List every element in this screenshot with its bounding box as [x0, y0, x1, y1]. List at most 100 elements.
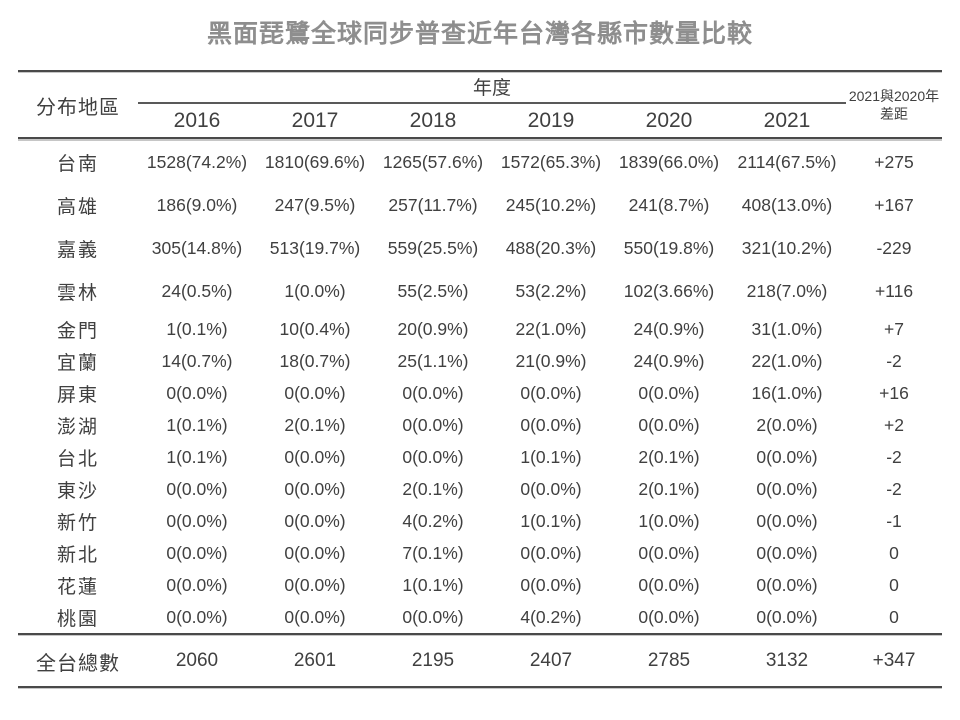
- region-label: 新竹: [56, 512, 99, 534]
- body-footer-divider: [18, 633, 942, 636]
- count-value: 1528(74.2%): [146, 152, 248, 172]
- diff-value: +167: [874, 195, 914, 215]
- total-count-value: 2601: [293, 650, 337, 671]
- count-value: 0(0.0%): [284, 478, 346, 499]
- count-value: 0(0.0%): [638, 606, 700, 627]
- count-value: 1(0.0%): [638, 510, 700, 531]
- region-label: 澎湖: [56, 416, 99, 438]
- count-value: 257(11.7%): [388, 195, 478, 215]
- region-label: 高雄: [56, 197, 99, 218]
- count-value: 1(0.1%): [520, 446, 582, 467]
- count-value: 0(0.0%): [638, 414, 700, 435]
- table-row: 澎湖 1(0.1%) 2(0.1%) 0(0.0%) 0(0.0%) 0(0.0%) 2(0…: [18, 409, 942, 441]
- table-row: 屏東 0(0.0%) 0(0.0%) 0(0.0%) 0(0.0%) 0(0.0%) 16(…: [18, 377, 942, 409]
- count-value: 2(0.1%): [402, 478, 464, 499]
- count-value: 559(25.5%): [387, 238, 479, 258]
- diff-value: +2: [884, 414, 904, 435]
- region-label: 花蓮: [56, 576, 99, 598]
- table-row: 桃園 0(0.0%) 0(0.0%) 0(0.0%) 4(0.2%) 0(0.0%) 0(0…: [18, 601, 942, 633]
- count-value: 0(0.0%): [520, 414, 582, 435]
- table-bottom-divider: [18, 686, 942, 689]
- total-count-value: 2407: [529, 650, 573, 671]
- count-value: 0(0.0%): [402, 382, 464, 403]
- count-value: 21(0.9%): [515, 350, 587, 371]
- count-value: 0(0.0%): [402, 414, 464, 435]
- diff-value: -2: [886, 446, 902, 467]
- total-count-value: 2785: [647, 650, 691, 671]
- diff-value: 0: [889, 606, 899, 627]
- count-value: 0(0.0%): [756, 510, 818, 531]
- diff-value: -2: [886, 350, 902, 371]
- count-value: 0(0.0%): [166, 382, 228, 403]
- count-value: 2(0.1%): [284, 414, 346, 435]
- year-label: 2019: [527, 108, 575, 132]
- year-group-label: 年度: [472, 78, 511, 99]
- count-value: 0(0.0%): [284, 542, 346, 563]
- count-value: 0(0.0%): [756, 446, 818, 467]
- diff-value: +275: [874, 152, 914, 172]
- year-label: 2018: [409, 108, 457, 132]
- table-row: 嘉義 305(14.8%) 513(19.7%) 559(25.5%) 488(20.3…: [18, 227, 942, 270]
- count-value: 53(2.2%): [515, 281, 587, 301]
- count-value: 0(0.0%): [756, 542, 818, 563]
- count-value: 0(0.0%): [166, 478, 228, 499]
- count-value: 0(0.0%): [756, 606, 818, 627]
- count-value: 0(0.0%): [638, 574, 700, 595]
- count-value: 0(0.0%): [638, 382, 700, 403]
- count-value: 0(0.0%): [284, 574, 346, 595]
- count-value: 550(19.8%): [623, 238, 715, 258]
- count-value: 408(13.0%): [741, 195, 833, 215]
- count-value: 321(10.2%): [741, 238, 833, 258]
- region-label: 新北: [56, 544, 99, 566]
- diff-value: +16: [879, 382, 909, 403]
- count-value: 1(0.1%): [520, 510, 582, 531]
- count-value: 0(0.0%): [402, 446, 464, 467]
- count-value: 0(0.0%): [520, 574, 582, 595]
- count-value: 245(10.2%): [505, 195, 597, 215]
- count-value: 247(9.5%): [274, 195, 356, 215]
- table-row: 東沙 0(0.0%) 0(0.0%) 2(0.1%) 0(0.0%) 2(0.1%) 0(0…: [18, 473, 942, 505]
- count-value: 488(20.3%): [505, 238, 597, 258]
- count-value: 1(0.1%): [166, 446, 228, 467]
- count-value: 102(3.66%): [623, 281, 715, 301]
- table-row: 台南 1528(74.2%) 1810(69.6%) 1265(57.6%) 1572(…: [18, 141, 942, 184]
- count-value: 31(1.0%): [751, 318, 823, 339]
- count-value: 14(0.7%): [161, 350, 233, 371]
- count-value: 24(0.5%): [161, 281, 233, 301]
- table-top-divider: [18, 70, 942, 73]
- region-label: 嘉義: [56, 240, 99, 261]
- count-value: 25(1.1%): [397, 350, 469, 371]
- year-label: 2021: [763, 108, 811, 132]
- count-value: 7(0.1%): [402, 542, 464, 563]
- table-row: 金門 1(0.1%) 10(0.4%) 20(0.9%) 22(1.0%) 24(0.9%…: [18, 313, 942, 345]
- table-header: 分布地區 年度 2016 2017 2018 2019 2020 2021 2021與20…: [18, 73, 942, 137]
- count-value: 305(14.8%): [151, 238, 243, 258]
- count-value: 1572(65.3%): [500, 152, 602, 172]
- table-row: 花蓮 0(0.0%) 0(0.0%) 1(0.1%) 0(0.0%) 0(0.0%) 0(0…: [18, 569, 942, 601]
- year-label: 2017: [291, 108, 339, 132]
- diff-value: -1: [886, 510, 902, 531]
- count-value: 22(1.0%): [515, 318, 587, 339]
- year-group-underline: [138, 102, 846, 104]
- count-value: 1(0.1%): [166, 414, 228, 435]
- count-value: 16(1.0%): [751, 382, 823, 403]
- count-value: 0(0.0%): [520, 542, 582, 563]
- table-row: 宜蘭 14(0.7%) 18(0.7%) 25(1.1%) 21(0.9%) 24(0.9…: [18, 345, 942, 377]
- count-value: 0(0.0%): [520, 382, 582, 403]
- count-value: 1810(69.6%): [264, 152, 366, 172]
- count-value: 2(0.1%): [638, 446, 700, 467]
- count-value: 0(0.0%): [166, 542, 228, 563]
- count-value: 0(0.0%): [284, 606, 346, 627]
- diff-value: -2: [886, 478, 902, 499]
- region-label: 台南: [56, 154, 99, 175]
- count-value: 0(0.0%): [166, 574, 228, 595]
- table-total-row: 全台總數 2060 2601 2195 2407 2785 3132 +347: [18, 636, 942, 686]
- diff-value: 0: [889, 542, 899, 563]
- count-value: 24(0.9%): [633, 318, 705, 339]
- region-label: 宜蘭: [56, 352, 99, 374]
- year-label: 2016: [173, 108, 221, 132]
- count-value: 4(0.2%): [402, 510, 464, 531]
- year-group-header: 年度 2016 2017 2018 2019 2020 2021: [138, 73, 846, 137]
- count-value: 2114(67.5%): [737, 152, 837, 172]
